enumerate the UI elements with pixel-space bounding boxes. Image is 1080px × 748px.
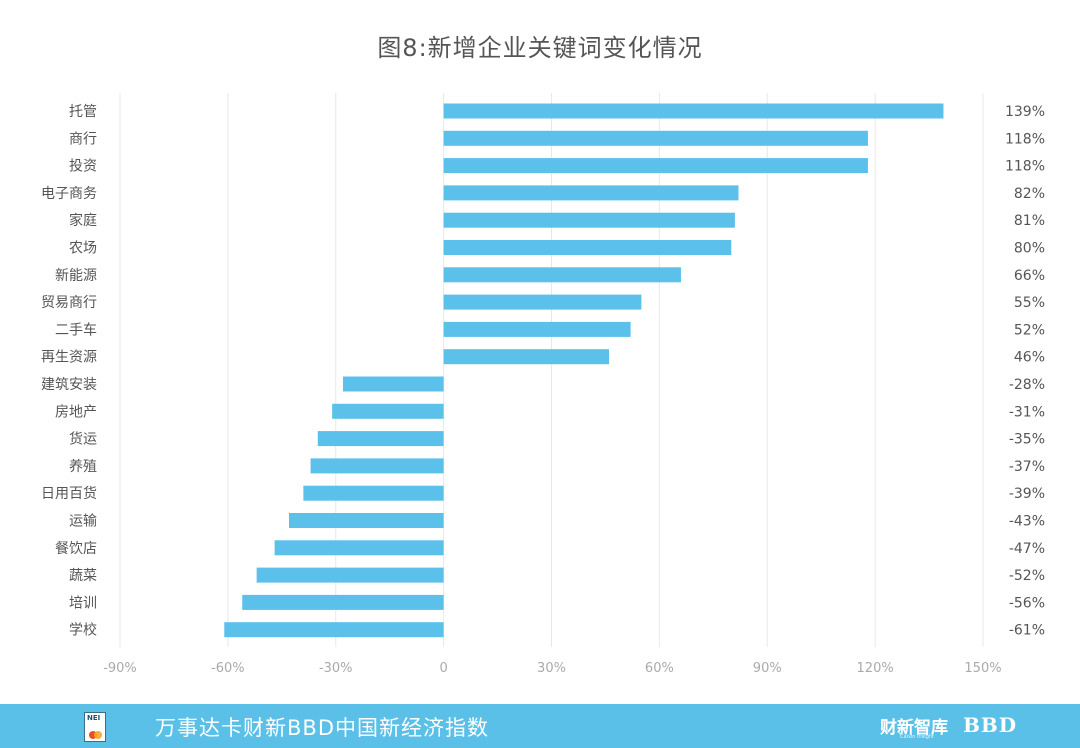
- bar: [443, 130, 868, 146]
- bar: [443, 240, 732, 255]
- bar: [443, 349, 610, 365]
- bar: [224, 622, 444, 638]
- bar: [332, 403, 444, 419]
- bar: [256, 567, 444, 583]
- value-label: -31%: [1009, 404, 1045, 420]
- value-label: 52%: [1014, 322, 1045, 338]
- value-label: 55%: [1014, 295, 1045, 311]
- value-label: -35%: [1009, 432, 1045, 448]
- chart-title: 图8:新增企业关键词变化情况: [377, 34, 703, 62]
- x-tick-label: -60%: [211, 661, 245, 676]
- caixin-insight-subtext: Caixin Insight: [900, 734, 934, 740]
- category-label: 建筑安装: [41, 377, 97, 393]
- mastercard-red-circle: [89, 731, 97, 739]
- bar: [443, 267, 681, 283]
- category-label: 投资: [69, 159, 97, 175]
- x-tick-label: 150%: [964, 661, 1001, 676]
- category-label: 运输: [69, 514, 97, 530]
- value-label: 46%: [1014, 350, 1045, 366]
- value-label: 118%: [1005, 131, 1045, 147]
- value-label: 80%: [1014, 241, 1045, 257]
- value-label: 66%: [1014, 268, 1045, 284]
- bar-chart: -90% -60% -30% 0 30% 60% 90% 120% 150% 托管 139% 商行 11…: [41, 93, 1045, 676]
- x-tick-label: -90%: [103, 661, 137, 676]
- category-label: 日用百货: [41, 485, 97, 502]
- category-label: 养殖: [69, 458, 97, 475]
- bar: [274, 540, 444, 556]
- x-tick-label: 30%: [537, 661, 566, 676]
- category-label: 培训: [69, 595, 97, 611]
- category-label: 农场: [69, 241, 97, 257]
- x-tick-label: 90%: [753, 661, 782, 676]
- nei-card-logo: NEI: [84, 712, 106, 742]
- bar: [443, 321, 631, 337]
- bar: [342, 376, 444, 392]
- value-label: 82%: [1014, 186, 1045, 202]
- bar: [303, 485, 444, 501]
- category-label: 电子商务: [41, 186, 97, 202]
- value-label: -56%: [1009, 595, 1045, 611]
- category-label: 餐饮店: [55, 541, 97, 557]
- value-label: 81%: [1014, 213, 1045, 229]
- category-label: 新能源: [55, 268, 97, 284]
- bar: [242, 594, 444, 610]
- x-tick-label: 60%: [645, 661, 674, 676]
- bar: [443, 185, 739, 201]
- bar: [317, 431, 444, 447]
- bar: [443, 212, 735, 228]
- nei-logo-text: NEI: [87, 714, 101, 722]
- value-label: -47%: [1009, 541, 1045, 557]
- category-label: 蔬菜: [69, 568, 97, 584]
- bar: [310, 458, 444, 474]
- footer-banner: NEI 万事达卡财新BBD中国新经济指数 财新智库 Caixin Insight…: [0, 704, 1080, 748]
- value-label: 118%: [1005, 159, 1045, 175]
- category-label: 托管: [69, 104, 97, 120]
- bar: [443, 158, 868, 174]
- category-label: 二手车: [55, 321, 97, 338]
- value-label: -52%: [1009, 568, 1045, 584]
- bar: [443, 294, 642, 310]
- value-label: -43%: [1009, 514, 1045, 530]
- caixin-insight-logo: 财新智库: [880, 718, 948, 738]
- value-label: -28%: [1009, 377, 1045, 393]
- x-tick-label: -30%: [319, 661, 353, 676]
- bbd-logo: BBD: [963, 713, 1018, 737]
- category-label: 商行: [69, 131, 97, 147]
- category-label: 货运: [69, 431, 97, 448]
- x-tick-label: 120%: [857, 661, 894, 676]
- mastercard-yellow-circle: [94, 731, 102, 739]
- category-label: 贸易商行: [41, 295, 97, 311]
- value-label: -61%: [1009, 623, 1045, 639]
- category-label: 学校: [69, 622, 97, 639]
- category-label: 房地产: [55, 404, 97, 420]
- value-label: 139%: [1005, 104, 1045, 120]
- value-label: -37%: [1009, 459, 1045, 475]
- x-tick-label: 0: [439, 661, 447, 676]
- footer-index-name: 万事达卡财新BBD中国新经济指数: [155, 716, 489, 740]
- category-label: 家庭: [69, 212, 97, 229]
- bar: [289, 513, 444, 528]
- bar: [443, 103, 944, 119]
- value-label: -39%: [1009, 486, 1045, 502]
- category-label: 再生资源: [41, 350, 97, 366]
